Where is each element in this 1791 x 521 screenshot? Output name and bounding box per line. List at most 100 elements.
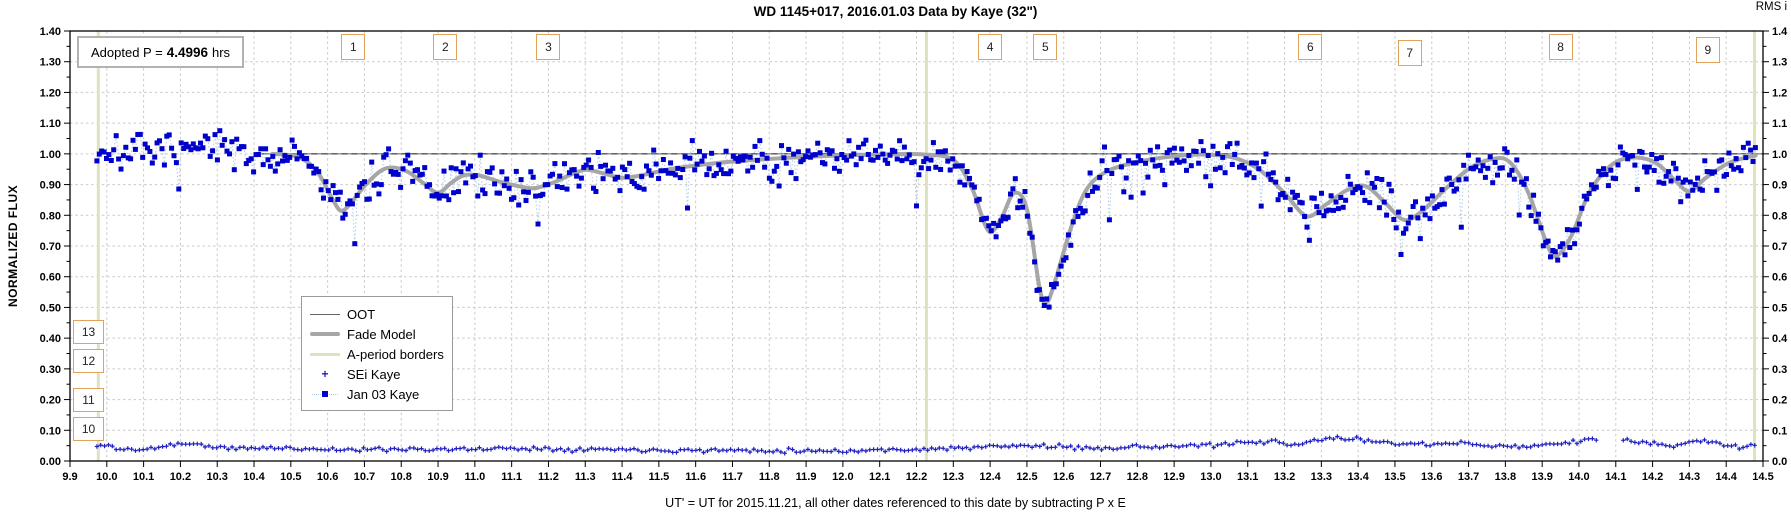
y-tick-label-left: 0.70 [40, 241, 61, 253]
jan03-data-point [1750, 159, 1756, 164]
jan03-data-point [1321, 213, 1327, 219]
jan03-data-point [487, 169, 493, 175]
jan03-data-point [1082, 208, 1088, 214]
x-tick-label: 12.9 [1163, 471, 1184, 483]
jan03-data-point [1015, 205, 1021, 211]
jan03-data-point [1319, 190, 1324, 196]
jan03-data-point [1333, 199, 1339, 205]
jan03-data-point [190, 141, 196, 147]
jan03-data-point [996, 223, 1001, 228]
jan03-data-point [1085, 192, 1091, 198]
jan03-data-point [378, 182, 384, 188]
jan03-data-point [267, 163, 273, 169]
x-tick-label: 11.2 [538, 471, 559, 483]
jan03-data-point [557, 173, 563, 179]
y-tick-label-right: 0.5 [1772, 302, 1787, 314]
jan03-data-point [639, 174, 645, 180]
jan03-data-point [1357, 185, 1363, 191]
x-tick-label: 10.5 [280, 471, 301, 483]
jan03-data-point [1738, 168, 1744, 174]
jan03-data-point [214, 157, 220, 163]
jan03-data-point [800, 157, 806, 163]
jan03-data-point [738, 154, 743, 160]
jan03-data-point [1692, 181, 1698, 187]
jan03-data-point [499, 169, 505, 175]
jan03-data-point [533, 193, 539, 199]
jan03-data-point [853, 162, 859, 168]
sei-data-points [94, 434, 1757, 456]
jan03-data-point [1622, 152, 1628, 157]
jan03-data-point [1642, 164, 1647, 170]
jan03-data-point [836, 168, 842, 174]
jan03-data-point [1290, 189, 1296, 195]
jan03-data-point [1480, 163, 1486, 169]
jan03-data-point [1649, 152, 1655, 157]
jan03-data-point [1576, 221, 1582, 227]
jan03-data-point [904, 156, 910, 162]
jan03-data-point [1181, 158, 1187, 164]
jan03-data-point [1695, 175, 1701, 181]
y-tick-label-right: 1.4 [1772, 26, 1788, 38]
jan03-data-point [1039, 296, 1045, 302]
jan03-data-point [1302, 214, 1308, 219]
jan03-data-point [116, 156, 122, 162]
y-tick-label-right: 0.4 [1772, 333, 1788, 345]
jan03-data-point [318, 187, 324, 193]
jan03-data-point [1422, 212, 1428, 218]
y-tick-label-right: 0.0 [1772, 456, 1787, 468]
jan03-data-point [202, 133, 208, 139]
jan03-data-point [967, 175, 972, 181]
jan03-data-point [222, 137, 228, 143]
jan03-data-point [337, 189, 343, 195]
jan03-data-point [1579, 205, 1585, 211]
jan03-data-point [205, 136, 211, 142]
y-tick-label-left: 0.50 [40, 302, 61, 314]
jan03-data-point [528, 169, 534, 175]
jan03-data-point [340, 215, 346, 221]
jan03-data-point [275, 161, 281, 167]
jan03-data-point [701, 153, 707, 159]
jan03-data-point [260, 162, 266, 168]
jan03-data-point [366, 196, 372, 202]
jan03-data-point [1581, 193, 1587, 199]
jan03-data-point [516, 202, 522, 208]
jan03-data-point [564, 186, 570, 192]
jan03-data-point [591, 185, 596, 191]
y-tick-label-left: 1.20 [40, 87, 61, 99]
y-tick-label-left: 1.30 [40, 57, 61, 69]
jan03-data-point [1268, 176, 1274, 182]
jan03-data-point [1208, 183, 1214, 189]
jan03-data-point [651, 147, 657, 153]
jan03-data-point [1413, 199, 1418, 205]
jan03-data-point [834, 156, 840, 162]
jan03-data-point [1249, 160, 1255, 166]
jan03-data-point [998, 218, 1004, 224]
chart-title: WD 1145+017, 2016.01.03 Data by Kaye (32… [753, 4, 1038, 19]
jan03-data-point [241, 144, 247, 150]
jan03-data-point [1343, 197, 1349, 203]
jan03-data-point [159, 146, 165, 152]
x-tick-label: 10.8 [391, 471, 412, 483]
jan03-data-point [1461, 162, 1467, 168]
x-tick-label: 11.4 [612, 471, 634, 483]
x-tick-label: 11.3 [575, 471, 596, 483]
jan03-data-point [964, 169, 970, 174]
jan03-data-point [1147, 147, 1153, 153]
jan03-data-point [759, 151, 765, 157]
jan03-data-point [1212, 166, 1218, 172]
jan03-data-point [277, 147, 283, 153]
jan03-data-point [1196, 160, 1202, 166]
jan03-data-point [947, 167, 953, 173]
dip-label-box-10: 10 [73, 416, 104, 441]
jan03-data-point [709, 150, 715, 156]
y-tick-label-left: 0.80 [40, 210, 61, 222]
jan03-data-point [1044, 296, 1050, 302]
jan03-data-point [824, 147, 830, 153]
jan03-data-point [118, 166, 124, 172]
jan03-data-point [1157, 162, 1163, 168]
y-tick-label-left: 1.00 [40, 149, 61, 161]
jan03-data-point [434, 191, 440, 197]
jan03-data-point [101, 149, 107, 155]
x-tick-label: 13.6 [1421, 471, 1442, 483]
